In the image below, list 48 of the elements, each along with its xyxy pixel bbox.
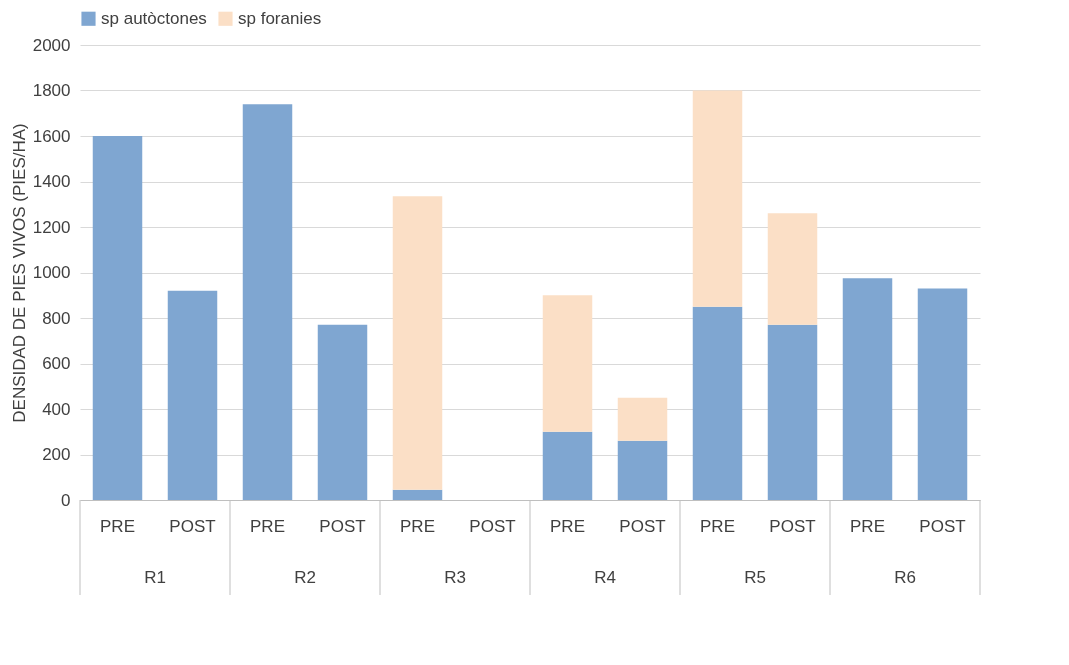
bar xyxy=(917,288,968,500)
bar xyxy=(92,136,143,500)
x-tick-label: POST xyxy=(469,516,516,536)
y-tick-label: 200 xyxy=(42,445,71,464)
text: R2 xyxy=(294,568,316,587)
x-tick-label: PRE xyxy=(700,516,735,536)
bar xyxy=(167,290,218,500)
x-tick-label: POST xyxy=(619,516,666,536)
x-tick-label: PRE xyxy=(550,516,585,536)
y-tick-label: 800 xyxy=(42,308,71,328)
bar xyxy=(242,104,293,500)
y-tick-label: 1400 xyxy=(32,172,71,191)
bar xyxy=(317,324,368,500)
x-tick-label: PRE xyxy=(400,516,435,536)
y-tick-label: 1800 xyxy=(32,81,71,100)
y-tick-label: 400 xyxy=(42,399,71,419)
bar xyxy=(692,306,743,500)
text: R3 xyxy=(444,568,466,587)
text: R1 xyxy=(144,568,166,587)
text: R5 xyxy=(744,568,766,587)
bar xyxy=(842,278,893,500)
y-tick-label: 1600 xyxy=(32,126,71,146)
x-tick-label: PRE xyxy=(850,516,885,536)
bar xyxy=(767,324,818,500)
text: R6 xyxy=(894,568,916,587)
bar xyxy=(542,431,593,500)
y-tick-label: 1200 xyxy=(32,217,71,237)
y-axis-title: DENSIDAD DE PIES VIVOS (PIES/HA) xyxy=(9,123,29,423)
x-tick-label: POST xyxy=(169,516,216,536)
x-tick-label: PRE xyxy=(250,516,285,536)
y-tick-label: 0 xyxy=(61,490,71,510)
bar xyxy=(542,295,593,432)
x-tick-label: POST xyxy=(769,516,816,536)
bar xyxy=(392,489,443,500)
y-tick-label: 2000 xyxy=(32,35,71,55)
bar xyxy=(617,397,668,441)
bar xyxy=(692,90,743,307)
bar xyxy=(767,213,818,325)
x-tick-label: POST xyxy=(319,516,366,536)
y-tick-label: 1000 xyxy=(32,263,71,282)
bar xyxy=(617,440,668,500)
y-tick-label: 600 xyxy=(42,354,71,373)
bar xyxy=(392,196,443,490)
legend-label: sp foranies xyxy=(238,8,322,28)
legend-label: sp autòctones xyxy=(101,8,207,28)
x-tick-label: PRE xyxy=(100,516,135,536)
x-tick-label: POST xyxy=(919,516,966,536)
text: R4 xyxy=(594,568,616,587)
